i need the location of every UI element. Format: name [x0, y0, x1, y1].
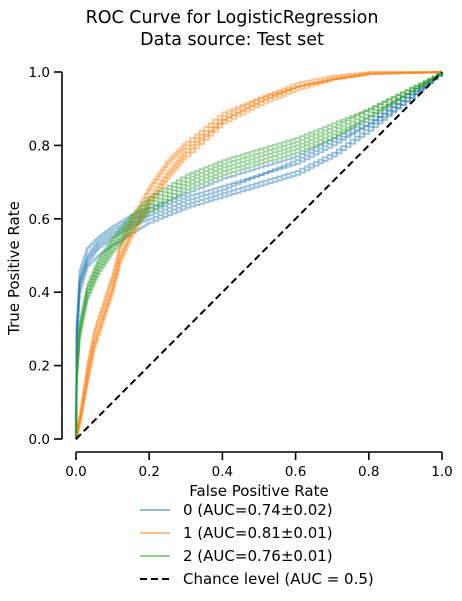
- roc-curve-class-1-fold-2: [75, 71, 443, 440]
- x-axis-label: False Positive Rate: [189, 482, 328, 500]
- roc-curve-class-2-fold-1: [75, 72, 443, 440]
- y-tick-label: 0.0: [29, 432, 50, 448]
- roc-curve-class-0-fold-1: [75, 72, 443, 440]
- legend-entry-label: 0 (AUC=0.74±0.02): [183, 501, 333, 519]
- roc-curve-class-1-fold-3: [75, 71, 443, 440]
- legend: 0 (AUC=0.74±0.02) 1 (AUC=0.81±0.01) 2 (AUC…: [140, 501, 374, 588]
- x-tick-label: 0.2: [138, 464, 159, 480]
- y-tick-label: 0.4: [29, 285, 50, 301]
- y-tick-label: 0.2: [29, 359, 50, 375]
- x-tick-label: 0.6: [285, 464, 306, 480]
- y-tick-label: 1.0: [29, 65, 50, 81]
- y-tick-label: 0.6: [29, 212, 50, 228]
- x-tick-label: 0.0: [65, 464, 86, 480]
- legend-entry-label: 2 (AUC=0.76±0.01): [183, 547, 333, 565]
- chart-title: ROC Curve for LogisticRegression: [86, 8, 379, 28]
- y-ticks: 0.0 0.2 0.4 0.6 0.8 1.0: [29, 65, 62, 448]
- roc-curve-class-1-fold-4: [75, 71, 443, 440]
- legend-entry-label: 1 (AUC=0.81±0.01): [183, 524, 333, 542]
- x-tick-label: 0.4: [212, 464, 233, 480]
- x-ticks: 0.0 0.2 0.4 0.6 0.8 1.0: [65, 452, 453, 480]
- y-tick-label: 0.8: [29, 138, 50, 154]
- roc-curve-class-1-fold-5: [75, 71, 442, 440]
- roc-curve-class-2-fold-5: [75, 72, 443, 440]
- chart-subtitle: Data source: Test set: [140, 30, 324, 50]
- chance-layer: [75, 71, 443, 440]
- x-tick-label: 1.0: [431, 464, 452, 480]
- roc-curve-class-2-fold-2: [75, 72, 443, 440]
- roc-curve-class-2-fold-4: [75, 72, 443, 440]
- y-axis-label: True Positive Rate: [5, 201, 23, 336]
- legend-entry-label: Chance level (AUC = 0.5): [183, 570, 374, 588]
- roc-curve-class-0-fold-3: [75, 72, 443, 440]
- plot-curves: [75, 71, 443, 440]
- chance-level-line: [75, 71, 443, 440]
- roc-curve-class-0-fold-4: [75, 72, 443, 440]
- roc-curve-class-0-fold-2: [75, 72, 443, 440]
- roc-curve-class-1-fold-1: [75, 71, 443, 440]
- x-tick-label: 0.8: [358, 464, 379, 480]
- roc-curve-class-0-fold-5: [75, 72, 443, 440]
- roc-curve-class-2-fold-3: [75, 72, 443, 440]
